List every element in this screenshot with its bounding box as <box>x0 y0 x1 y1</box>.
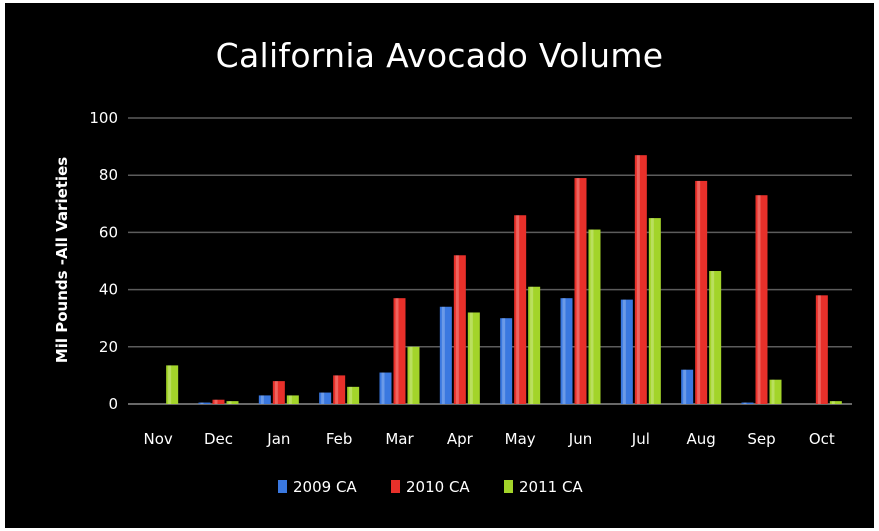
y-tick-label: 20 <box>99 338 118 356</box>
bar-highlight <box>200 402 204 404</box>
bar-highlight <box>321 392 325 404</box>
x-tick-label: Oct <box>809 430 835 448</box>
legend-label: 2009 CA <box>293 478 357 496</box>
bar-2011-ca-oct <box>829 401 842 404</box>
bar-2010-ca-jun <box>574 178 587 404</box>
bar-highlight <box>697 180 701 404</box>
bar-2009-ca-dec <box>198 402 211 404</box>
bar-2011-ca-jun <box>588 229 601 404</box>
legend-swatch <box>391 480 400 493</box>
bar-highlight <box>168 365 172 404</box>
bar-2011-ca-mar <box>407 346 420 404</box>
x-tick-label: Jul <box>631 430 650 448</box>
bar-highlight <box>502 318 506 404</box>
bar-2009-ca-mar <box>379 372 392 404</box>
bar-2011-ca-jan <box>286 395 299 404</box>
x-tick-label: Dec <box>204 430 233 448</box>
legend-label: 2010 CA <box>406 478 470 496</box>
bar-highlight <box>516 215 520 404</box>
bar-2010-ca-aug <box>695 180 708 404</box>
bar-highlight <box>349 386 353 404</box>
x-tick-label: Aug <box>687 430 716 448</box>
bar-highlight <box>590 229 594 404</box>
x-tick-label: Apr <box>447 430 474 448</box>
bar-2010-ca-mar <box>393 298 406 404</box>
y-tick-label: 80 <box>99 166 118 184</box>
bar-highlight <box>636 155 640 404</box>
bar-2009-ca-feb <box>319 392 332 404</box>
x-tick-label: May <box>505 430 536 448</box>
bar-highlight <box>831 401 835 404</box>
bar-2011-ca-feb <box>347 386 360 404</box>
bar-2009-ca-jan <box>258 395 271 404</box>
x-tick-label: Sep <box>747 430 775 448</box>
bar-2009-ca-sep <box>741 402 754 404</box>
y-tick-label: 60 <box>99 223 118 241</box>
bar-2011-ca-apr <box>467 312 480 404</box>
x-tick-label: Nov <box>144 430 173 448</box>
bar-2009-ca-apr <box>439 306 452 404</box>
bar-2010-ca-sep <box>755 195 768 404</box>
y-axis-title: Mil Pounds -All Varieties <box>53 157 71 363</box>
bar-highlight <box>288 395 292 404</box>
y-tick-label: 100 <box>89 109 118 127</box>
legend-swatch <box>278 480 287 493</box>
chart-frame <box>5 3 874 528</box>
bar-highlight <box>771 379 775 404</box>
bar-2011-ca-jul <box>648 218 661 404</box>
bar-highlight <box>650 218 654 404</box>
bar-highlight <box>441 306 445 404</box>
bar-2010-ca-apr <box>453 255 466 404</box>
bar-2011-ca-aug <box>709 271 722 404</box>
bar-highlight <box>409 346 413 404</box>
bar-2009-ca-jun <box>560 298 573 404</box>
bar-highlight <box>469 312 473 404</box>
bar-highlight <box>743 402 747 404</box>
x-tick-label: Jun <box>568 430 592 448</box>
bar-highlight <box>711 271 715 404</box>
gridlines <box>128 117 852 405</box>
bar-2010-ca-jan <box>272 381 285 404</box>
x-tick-label: Feb <box>326 430 353 448</box>
bar-highlight <box>228 401 232 404</box>
bar-highlight <box>817 295 821 404</box>
bars <box>166 155 842 404</box>
bar-highlight <box>576 178 580 404</box>
legend-swatch <box>504 480 513 493</box>
axes: 0 20 40 60 80 100 Nov Dec Jan Feb Mar Apr May Jun Jul A… <box>89 109 835 448</box>
bar-2011-ca-sep <box>769 379 782 404</box>
bar-highlight <box>622 299 626 404</box>
legend-label: 2011 CA <box>519 478 583 496</box>
legend: 2009 CA 2010 CA 2011 CA <box>278 478 583 496</box>
chart-title: California Avocado Volume <box>215 36 664 75</box>
x-tick-label: Mar <box>385 430 414 448</box>
bar-2009-ca-may <box>500 318 513 404</box>
bar-2009-ca-aug <box>681 369 694 404</box>
bar-2010-ca-dec <box>212 399 225 404</box>
bar-2011-ca-dec <box>226 401 239 404</box>
bar-highlight <box>214 399 218 404</box>
bar-2010-ca-feb <box>333 375 346 404</box>
y-tick-label: 0 <box>108 395 118 413</box>
bar-2011-ca-nov <box>166 365 179 404</box>
x-tick-label: Jan <box>266 430 290 448</box>
bar-2010-ca-oct <box>815 295 828 404</box>
bar-highlight <box>395 298 399 404</box>
bar-highlight <box>530 286 534 404</box>
bar-highlight <box>335 375 339 404</box>
bar-highlight <box>274 381 278 404</box>
bar-highlight <box>683 369 687 404</box>
bar-2009-ca-jul <box>620 299 633 404</box>
bar-highlight <box>562 298 566 404</box>
bar-highlight <box>455 255 459 404</box>
bar-2010-ca-jul <box>634 155 647 404</box>
y-tick-label: 40 <box>99 281 118 299</box>
bar-highlight <box>381 372 385 404</box>
bar-2011-ca-may <box>528 286 541 404</box>
bar-highlight <box>260 395 264 404</box>
bar-highlight <box>757 195 761 404</box>
bar-2010-ca-may <box>514 215 527 404</box>
